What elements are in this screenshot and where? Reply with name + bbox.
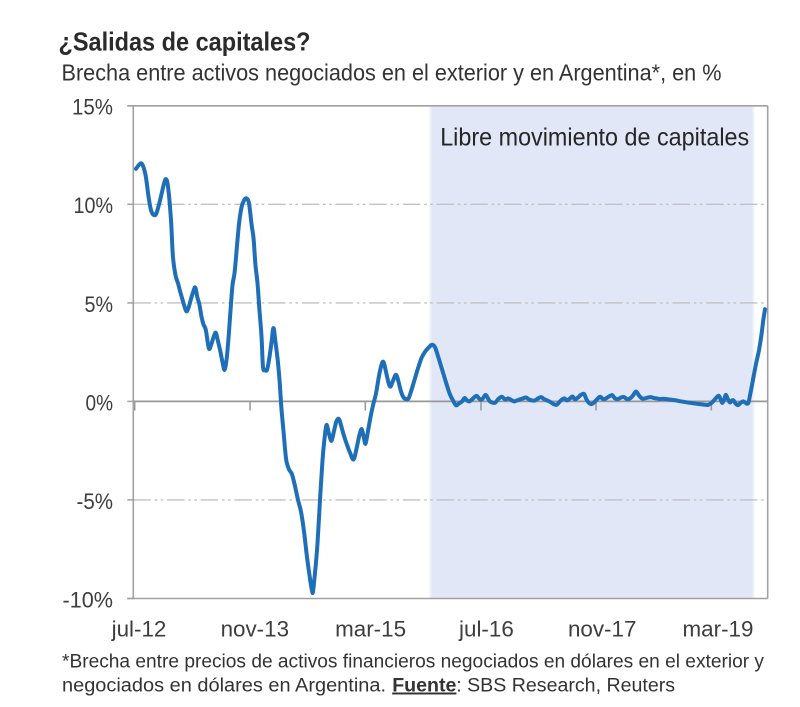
- svg-text:jul-12: jul-12: [111, 617, 167, 642]
- svg-text:mar-19: mar-19: [683, 617, 754, 642]
- svg-text:15%: 15%: [72, 95, 113, 120]
- svg-text:Libre movimiento de capitales: Libre movimiento de capitales: [440, 124, 749, 152]
- svg-text:¿Salidas de capitales?: ¿Salidas de capitales?: [59, 27, 311, 57]
- svg-text:0%: 0%: [86, 390, 114, 415]
- svg-text:mar-15: mar-15: [335, 617, 406, 642]
- svg-text:: SBS Research, Reuters: : SBS Research, Reuters: [456, 675, 675, 697]
- svg-text:nov-13: nov-13: [221, 617, 289, 642]
- svg-text:-10%: -10%: [63, 587, 114, 612]
- svg-text:jul-16: jul-16: [458, 617, 514, 642]
- svg-text:5%: 5%: [85, 292, 114, 317]
- svg-text:*Brecha entre precios de activ: *Brecha entre precios de activos financi…: [62, 651, 764, 673]
- svg-text:Brecha entre activos negociado: Brecha entre activos negociados en el ex…: [62, 59, 722, 85]
- svg-text:10%: 10%: [74, 193, 114, 218]
- svg-text:nov-17: nov-17: [568, 617, 636, 642]
- svg-text:negociados en dólares en Argen: negociados en dólares en Argentina.: [62, 675, 386, 697]
- svg-text:-5%: -5%: [77, 489, 114, 514]
- svg-text:Fuente: Fuente: [392, 675, 456, 697]
